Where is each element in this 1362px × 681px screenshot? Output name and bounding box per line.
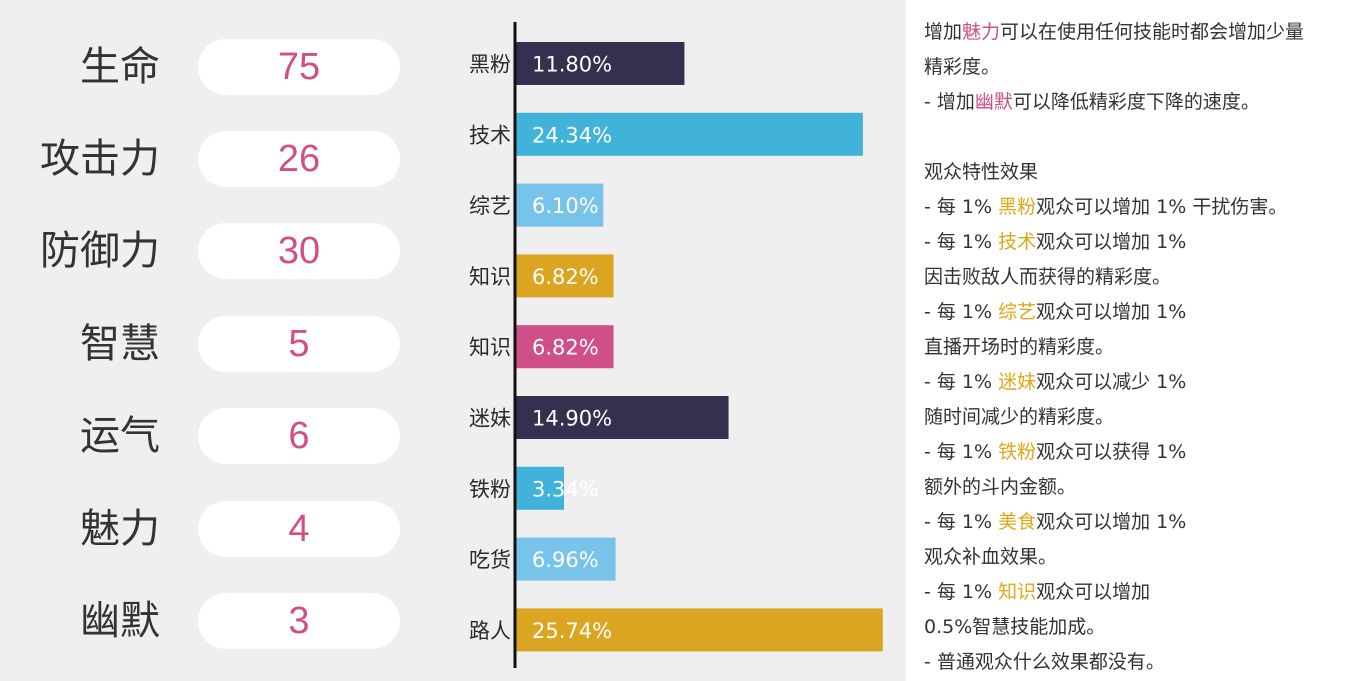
effect-keyword: 知识 <box>998 581 1037 603</box>
info-panel: 增加魅力可以在使用任何技能时都会增加少量 精彩度。 - 增加幽默可以降低精彩度下… <box>906 0 1362 681</box>
effect-line: - 每 1% 综艺观众可以增加 1% <box>924 301 1187 323</box>
no-effect-line: - 普通观众什么效果都没有。 <box>924 651 1165 673</box>
bar-value-label: 6.10% <box>532 194 599 218</box>
bar-value-label: 24.34% <box>532 123 612 147</box>
bar <box>516 396 729 439</box>
bar <box>516 608 883 652</box>
charm-description-cont: 精彩度。 <box>924 56 1001 78</box>
stat-value: 6 <box>288 415 310 457</box>
stat-label: 智慧 <box>80 321 160 367</box>
effect-keyword: 美食 <box>998 511 1037 533</box>
effects-heading: 观众特性效果 <box>924 161 1039 183</box>
effect-line: - 每 1% 美食观众可以增加 1% <box>924 511 1187 533</box>
bar <box>516 537 616 581</box>
effect-line-cont: 因击败敌人而获得的精彩度。 <box>924 266 1172 288</box>
bar-category-label: 吃货 <box>469 548 511 572</box>
bar-value-label: 14.90% <box>532 407 612 431</box>
effect-keyword: 迷妹 <box>998 371 1037 393</box>
audience-bar-chart: 黑粉 11.80% 技术 24.34% 综艺 6.10% 知识 6.82% 知识 6.82% 迷妹 1… <box>469 22 883 668</box>
stat-value-pill: 26 <box>198 131 400 187</box>
effect-keyword: 综艺 <box>998 301 1037 323</box>
stat-label: 运气 <box>80 413 160 459</box>
bar-category-label: 黑粉 <box>469 53 511 77</box>
stat-row-luck: 运气 6 <box>0 406 430 466</box>
effect-line-cont: 观众补血效果。 <box>924 546 1058 568</box>
charm-description: 增加魅力可以在使用任何技能时都会增加少量 <box>924 21 1305 43</box>
stat-label: 魅力 <box>80 506 160 552</box>
stat-row-defense: 防御力 30 <box>0 221 430 281</box>
bar <box>516 466 565 510</box>
stat-value: 26 <box>277 138 321 180</box>
effect-keyword: 铁粉 <box>998 441 1037 463</box>
bar-value-label: 6.82% <box>532 336 599 360</box>
audience-chart-panel: 黑粉 11.80% 技术 24.34% 综艺 6.10% 知识 6.82% 知识 6.82% 迷妹 1… <box>430 0 910 681</box>
bar <box>516 254 614 298</box>
stat-value-pill: 3 <box>198 593 400 649</box>
stat-row-charm: 魅力 4 <box>0 499 430 559</box>
stat-row-health: 生命 75 <box>0 37 430 97</box>
stat-value: 30 <box>277 230 321 272</box>
stat-label: 防御力 <box>40 228 160 274</box>
effect-line: - 每 1% 迷妹观众可以减少 1% <box>924 371 1187 393</box>
bar-category-label: 铁粉 <box>469 477 511 501</box>
stat-value: 3 <box>288 600 310 642</box>
effect-line: - 每 1% 知识观众可以增加 <box>924 581 1151 603</box>
bar <box>516 183 604 227</box>
stat-row-wisdom: 智慧 5 <box>0 314 430 374</box>
humor-description: - 增加幽默可以降低精彩度下降的速度。 <box>924 91 1260 113</box>
charm-keyword: 魅力 <box>962 21 1001 43</box>
effect-keyword: 黑粉 <box>998 196 1037 218</box>
stat-label: 攻击力 <box>40 136 160 182</box>
bar-value-label: 25.74% <box>532 619 612 643</box>
stat-value: 5 <box>288 323 310 365</box>
bar <box>516 42 685 85</box>
effect-line: - 每 1% 铁粉观众可以获得 1% <box>924 441 1187 463</box>
stats-panel: 生命 75 攻击力 26 防御力 30 智慧 5 运气 6 魅力 4 幽默 3 <box>0 0 430 681</box>
effect-line-cont: 随时间减少的精彩度。 <box>924 406 1115 428</box>
bar-category-label: 知识 <box>469 265 511 289</box>
effect-line-cont: 直播开场时的精彩度。 <box>924 336 1115 358</box>
stat-value: 75 <box>277 46 321 88</box>
bar <box>516 325 614 369</box>
stat-row-humor: 幽默 3 <box>0 591 430 651</box>
bar-value-label: 11.80% <box>532 53 612 77</box>
effect-line-cont: 0.5%智慧技能加成。 <box>924 616 1106 638</box>
bar <box>516 112 863 156</box>
bar-value-label: 6.82% <box>532 265 599 289</box>
bar-value-label: 3.34% <box>532 477 599 501</box>
stat-value-pill: 75 <box>198 39 400 95</box>
stat-value-pill: 4 <box>198 501 400 557</box>
bar-value-label: 6.96% <box>532 548 599 572</box>
bar-category-label: 知识 <box>469 336 511 360</box>
effect-keyword: 技术 <box>998 231 1037 253</box>
effect-line: - 每 1% 黑粉观众可以增加 1% 干扰伤害。 <box>924 196 1288 218</box>
bar-category-label: 路人 <box>469 619 511 643</box>
bar-category-label: 技术 <box>469 123 511 147</box>
stat-value-pill: 30 <box>198 223 400 279</box>
bar-category-label: 迷妹 <box>469 407 511 431</box>
bar-category-label: 综艺 <box>469 194 511 218</box>
stat-value-pill: 6 <box>198 408 400 464</box>
effect-line-cont: 额外的斗内金额。 <box>924 476 1077 498</box>
stat-value: 4 <box>288 508 310 550</box>
stat-row-attack: 攻击力 26 <box>0 129 430 189</box>
stat-value-pill: 5 <box>198 316 400 372</box>
stat-label: 幽默 <box>80 598 160 644</box>
stat-label: 生命 <box>80 44 160 90</box>
effect-line: - 每 1% 技术观众可以增加 1% <box>924 231 1187 253</box>
humor-keyword: 幽默 <box>974 91 1013 113</box>
